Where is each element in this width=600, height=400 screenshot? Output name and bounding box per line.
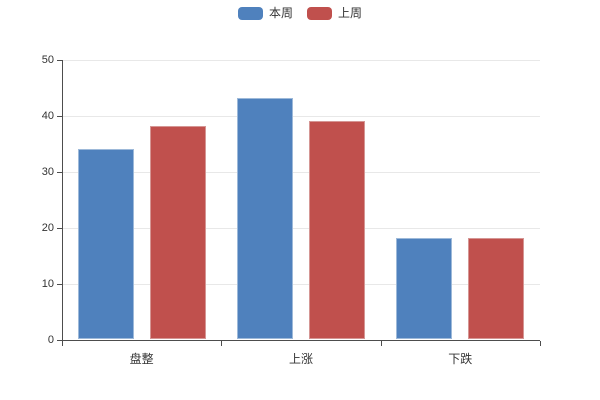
x-category-label-1: 上涨 (288, 352, 313, 366)
gridline-20 (62, 228, 540, 229)
y-axis-line (62, 60, 63, 341)
gridline-40 (62, 116, 540, 117)
legend-swatch-this-week (237, 6, 263, 20)
legend: 本周 上周 (0, 6, 600, 20)
x-category-label-2: 下跌 (448, 352, 473, 366)
y-axis-tick-10 (57, 284, 62, 285)
y-tick-label-50: 50 (41, 54, 54, 66)
y-tick-label-40: 40 (41, 110, 54, 122)
x-axis-tick-3 (540, 341, 541, 346)
legend-item-this-week[interactable]: 本周 (237, 6, 293, 20)
y-axis-tick-20 (57, 228, 62, 229)
bar-series1-cat1[interactable] (309, 120, 365, 339)
plot-area: 0 10 20 30 40 50 盘整 上涨 下跌 (42, 54, 541, 366)
x-axis-tick-1 (221, 341, 222, 346)
y-tick-label-0: 0 (47, 334, 54, 346)
y-axis-tick-0 (57, 340, 62, 341)
bar-series0-cat2[interactable] (396, 238, 453, 339)
legend-label-this-week: 本周 (268, 6, 293, 20)
gridline-30 (62, 172, 540, 173)
x-axis-tick-2 (381, 341, 382, 346)
gridline-10 (62, 284, 540, 285)
bar-series1-cat2[interactable] (468, 238, 525, 339)
bar-series0-cat0[interactable] (77, 148, 134, 339)
legend-item-last-week[interactable]: 上周 (307, 6, 362, 20)
x-axis-line (62, 340, 540, 341)
y-tick-label-30: 30 (41, 166, 54, 178)
bar-series1-cat0[interactable] (149, 126, 206, 339)
legend-label-last-week: 上周 (338, 6, 363, 20)
x-category-label-0: 盘整 (129, 352, 154, 366)
y-axis-tick-30 (57, 172, 62, 173)
y-tick-label-10: 10 (41, 278, 54, 290)
x-axis-tick-0 (62, 341, 63, 346)
y-tick-label-20: 20 (41, 222, 54, 234)
legend-swatch-last-week (307, 6, 332, 20)
y-axis-tick-50 (57, 60, 62, 61)
y-axis-tick-40 (57, 116, 62, 117)
bar-series0-cat1[interactable] (237, 98, 293, 339)
gridline-50 (62, 60, 540, 61)
